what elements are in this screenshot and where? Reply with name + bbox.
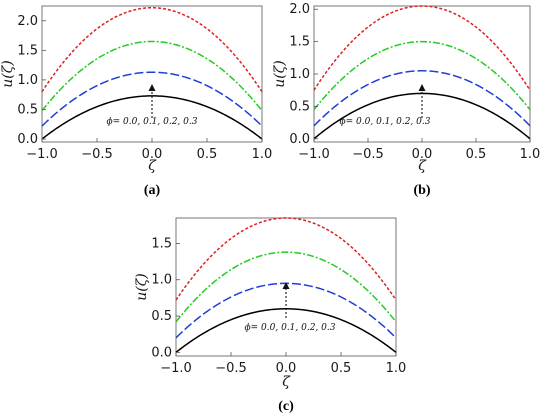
phi-annotation: ϕ= 0.0, 0.1, 0.2, 0.3 <box>340 117 431 127</box>
x-tick-label: 0.0 <box>276 361 297 376</box>
panel-b: −1.0 −0.5 0.0 0.5 1.0 0.0 0.5 1.0 1.5 2.0 ζ u(ζ) ϕ= … <box>272 2 540 198</box>
series-line-1 <box>41 71 263 127</box>
y-tick-label: 1.5 <box>17 43 38 58</box>
series-line-3 <box>313 5 531 91</box>
y-tick-label: 0.0 <box>17 132 38 147</box>
y-tick-label: 0.5 <box>289 99 310 114</box>
x-tick-label: 1.0 <box>252 147 273 162</box>
x-tick-label: 0.0 <box>142 147 163 162</box>
x-axis-label: ζ <box>418 158 427 174</box>
y-axis-label: u(ζ) <box>0 60 16 88</box>
series-line-1 <box>313 70 531 127</box>
x-axis-label: ζ <box>282 374 291 390</box>
x-tick-label: −1.0 <box>26 147 58 162</box>
y-tick-label: 2.0 <box>289 2 310 17</box>
y-tick-label: 1.0 <box>17 73 38 88</box>
x-tick-label: −1.0 <box>160 361 192 376</box>
panel-label: (a) <box>144 183 161 198</box>
series-line-3 <box>175 217 397 301</box>
x-tick-label: 0.5 <box>466 147 487 162</box>
x-tick-label: 1.0 <box>386 361 407 376</box>
x-tick-label: −0.5 <box>352 147 384 162</box>
x-tick-label: −0.5 <box>81 147 113 162</box>
y-tick-label: 1.5 <box>289 35 310 50</box>
series-line-2 <box>175 251 397 323</box>
series-line-0 <box>41 95 263 140</box>
series-line-3 <box>41 7 263 93</box>
y-tick-label: 1.0 <box>151 273 172 288</box>
y-tick-label: 2.0 <box>17 14 38 29</box>
x-axis-label: ζ <box>148 158 157 174</box>
y-tick-label: 0.0 <box>151 345 172 360</box>
x-tick-label: −1.0 <box>298 147 330 162</box>
x-tick-label: 0.5 <box>197 147 218 162</box>
annotation-arrow-head <box>282 282 290 289</box>
panel-a: −1.0 −0.5 0.0 0.5 1.0 0.0 0.5 1.0 1.5 2.0 ζ u(ζ) ϕ= … <box>0 5 273 198</box>
y-tick-label: 0.5 <box>151 309 172 324</box>
x-tick-label: 0.5 <box>331 361 352 376</box>
x-tick-label: 0.0 <box>412 147 433 162</box>
series-line-2 <box>41 40 263 112</box>
annotation-arrow-head <box>148 84 156 91</box>
y-axis-label: u(ζ) <box>134 273 150 301</box>
y-axis-label: u(ζ) <box>272 60 288 88</box>
series-line-2 <box>313 40 531 111</box>
x-tick-label: −0.5 <box>215 361 247 376</box>
panel-label: (c) <box>278 399 294 414</box>
y-tick-label: 1.5 <box>151 236 172 251</box>
y-tick-label: 0.5 <box>17 102 38 117</box>
y-tick-label: 0.0 <box>289 132 310 147</box>
phi-annotation: ϕ= 0.0, 0.1, 0.2, 0.3 <box>107 117 198 127</box>
x-tick-label: 1.0 <box>520 147 541 162</box>
panel-c: −1.0 −0.5 0.0 0.5 1.0 0.0 0.5 1.0 1.5 ζ u(ζ) ϕ= 0.0… <box>134 217 407 414</box>
annotation-arrow-head <box>418 84 426 91</box>
phi-annotation: ϕ= 0.0, 0.1, 0.2, 0.3 <box>245 323 336 333</box>
panel-label: (b) <box>413 183 430 198</box>
y-tick-label: 1.0 <box>289 67 310 82</box>
